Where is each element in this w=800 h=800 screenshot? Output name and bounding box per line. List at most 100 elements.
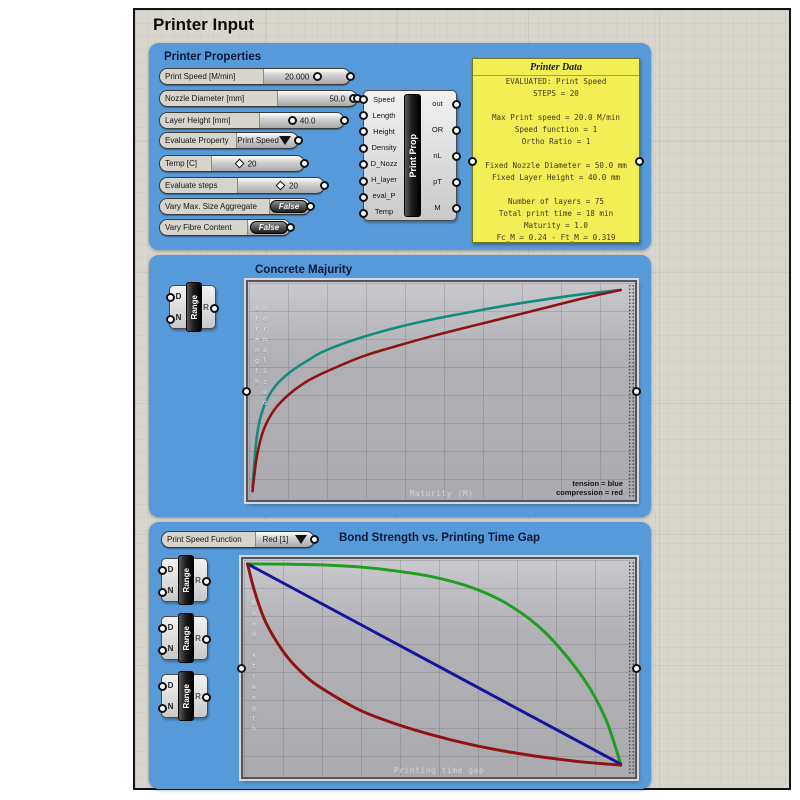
output-nub[interactable] bbox=[294, 136, 303, 145]
dropdown-evaluate-property[interactable]: Evaluate Property Print Speed bbox=[159, 132, 303, 149]
input-nub[interactable] bbox=[166, 292, 175, 302]
slider-track[interactable]: 50.0 bbox=[278, 91, 359, 106]
print-prop-name-bar[interactable]: Print Prop bbox=[404, 94, 421, 217]
input-nub[interactable] bbox=[359, 209, 368, 219]
input-nub[interactable] bbox=[158, 681, 167, 691]
graph-input-nub[interactable] bbox=[242, 386, 251, 396]
input-port-label: D bbox=[167, 681, 174, 690]
range-name-bar[interactable]: Range bbox=[178, 555, 194, 605]
legend-line: compression = red bbox=[556, 487, 623, 497]
range-component[interactable]: D N Range R bbox=[158, 671, 211, 721]
printer-data-line: EVALUATED: Print Speed bbox=[505, 77, 607, 86]
toggle-vary-max-size-aggregate[interactable]: Vary Max. Size Aggregate False bbox=[159, 198, 315, 215]
range-component[interactable]: D N Range R bbox=[166, 282, 219, 332]
input-nub[interactable] bbox=[158, 645, 167, 655]
output-nub[interactable] bbox=[306, 202, 315, 211]
toggle-pill[interactable]: False bbox=[250, 221, 288, 234]
input-nub[interactable] bbox=[359, 127, 368, 137]
output-nub[interactable] bbox=[452, 125, 461, 135]
capsule-label: Evaluate Property bbox=[160, 133, 238, 148]
toggle-vary-fibre-content[interactable]: Vary Fibre Content False bbox=[159, 219, 295, 236]
range-output: R bbox=[200, 286, 212, 328]
chevron-down-icon[interactable] bbox=[279, 136, 291, 145]
input-nub[interactable] bbox=[166, 314, 175, 324]
slider-track[interactable]: 20 bbox=[238, 178, 324, 193]
input-nub[interactable] bbox=[359, 111, 368, 121]
output-nub[interactable] bbox=[452, 99, 461, 109]
slider-track[interactable]: 20 bbox=[212, 156, 304, 171]
chevron-down-icon[interactable] bbox=[295, 535, 307, 544]
input-nub[interactable] bbox=[359, 176, 368, 186]
print-prop-outputs: out OR nL pT M bbox=[421, 91, 454, 220]
printer-data-line: Fixed Layer Height = 40.0 mm bbox=[491, 173, 620, 182]
slider-knob[interactable] bbox=[313, 72, 323, 81]
print-prop-component[interactable]: Speed Length Height Density D_Nozz H_layer eva… bbox=[359, 90, 461, 221]
input-nub[interactable] bbox=[158, 565, 167, 575]
curve-green bbox=[246, 562, 623, 766]
range-name-bar[interactable]: Range bbox=[186, 282, 202, 332]
slider-knob[interactable] bbox=[287, 116, 297, 125]
dropdown-print-speed-function[interactable]: Print Speed Function Red [1] bbox=[161, 531, 319, 548]
output-port-label: pT bbox=[433, 176, 442, 186]
output-nub[interactable] bbox=[452, 152, 461, 161]
input-nub[interactable] bbox=[359, 143, 368, 153]
output-nub[interactable] bbox=[202, 634, 211, 644]
output-nub[interactable] bbox=[452, 178, 461, 188]
printer-data-line bbox=[473, 100, 639, 112]
input-nub[interactable] bbox=[359, 160, 368, 170]
curve-red bbox=[246, 562, 623, 767]
output-nub[interactable] bbox=[310, 535, 319, 544]
output-nub[interactable] bbox=[300, 159, 309, 168]
printer-data-panel[interactable]: Printer Data EVALUATED: Print Speed STEPS… bbox=[468, 58, 644, 244]
dropdown-value: Print Speed bbox=[237, 136, 279, 145]
output-nub[interactable] bbox=[202, 576, 211, 586]
slider-knob[interactable] bbox=[275, 180, 286, 191]
range-name-bar[interactable]: Range bbox=[178, 671, 194, 721]
input-port-label: Density bbox=[371, 142, 397, 152]
graph-output-nub[interactable] bbox=[632, 386, 641, 396]
x-axis-label: Printing time gap bbox=[393, 766, 485, 775]
slider-layer-height-mm[interactable]: Layer Height [mm] 40.0 bbox=[159, 112, 349, 129]
y-axis-label: normalized strength bbox=[253, 304, 269, 409]
input-nub[interactable] bbox=[158, 587, 167, 597]
graph-input-nub[interactable] bbox=[237, 663, 246, 673]
slider-print-speed-m-min[interactable]: Print Speed [M/min] 20.000 bbox=[159, 68, 355, 85]
output-nub[interactable] bbox=[346, 72, 355, 81]
maturity-graph[interactable]: normalized strength Maturity (M) tension =… bbox=[242, 280, 641, 502]
slider-evaluate-steps[interactable]: Evaluate steps 20 bbox=[159, 177, 329, 194]
printer-data-body: EVALUATED: Print Speed STEPS = 20 Max Prin… bbox=[473, 76, 639, 244]
curve-blue bbox=[246, 562, 623, 766]
capsule-label: Vary Max. Size Aggregate bbox=[160, 199, 270, 214]
printer-data-line: Maturity = 1.0 bbox=[523, 221, 588, 230]
bond-strength-title: Bond Strength vs. Printing Time Gap bbox=[339, 532, 541, 544]
slider-nozzle-diameter-mm[interactable]: Nozzle Diameter [mm] 50.0 bbox=[159, 90, 362, 107]
input-nub[interactable] bbox=[359, 94, 368, 104]
output-nub[interactable] bbox=[286, 223, 295, 232]
output-nub[interactable] bbox=[340, 116, 349, 125]
output-nub[interactable] bbox=[202, 692, 211, 702]
output-nub[interactable] bbox=[210, 303, 219, 313]
slider-track[interactable]: 40.0 bbox=[260, 113, 344, 128]
output-nub[interactable] bbox=[320, 181, 329, 190]
input-nub[interactable] bbox=[158, 623, 167, 633]
slider-temp-c[interactable]: Temp [C] 20 bbox=[159, 155, 309, 172]
output-nub[interactable] bbox=[452, 204, 461, 214]
range-component[interactable]: D N Range R bbox=[158, 613, 211, 663]
graph-output-nub[interactable] bbox=[632, 663, 641, 673]
printer-data-title: Printer Data bbox=[473, 59, 639, 76]
input-nub[interactable] bbox=[158, 703, 167, 713]
printer-data-line: Fc_M = 0.24 - Ft_M = 0.319 bbox=[496, 233, 616, 242]
slider-knob[interactable] bbox=[234, 158, 245, 169]
printer-data-line bbox=[473, 148, 639, 160]
slider-value: 50.0 bbox=[329, 94, 346, 103]
bond-graph[interactable]: bond strength Printing time gap bbox=[237, 557, 641, 779]
range-name-bar[interactable]: Range bbox=[178, 613, 194, 663]
panel-input-nub[interactable] bbox=[468, 157, 477, 166]
panel-output-nub[interactable] bbox=[635, 157, 644, 166]
input-nub[interactable] bbox=[359, 192, 368, 202]
toggle-pill[interactable]: False bbox=[270, 200, 308, 213]
range-component[interactable]: D N Range R bbox=[158, 555, 211, 605]
slider-track[interactable]: 20.000 bbox=[264, 69, 350, 84]
input-port-label: D_Nozz bbox=[370, 159, 398, 169]
